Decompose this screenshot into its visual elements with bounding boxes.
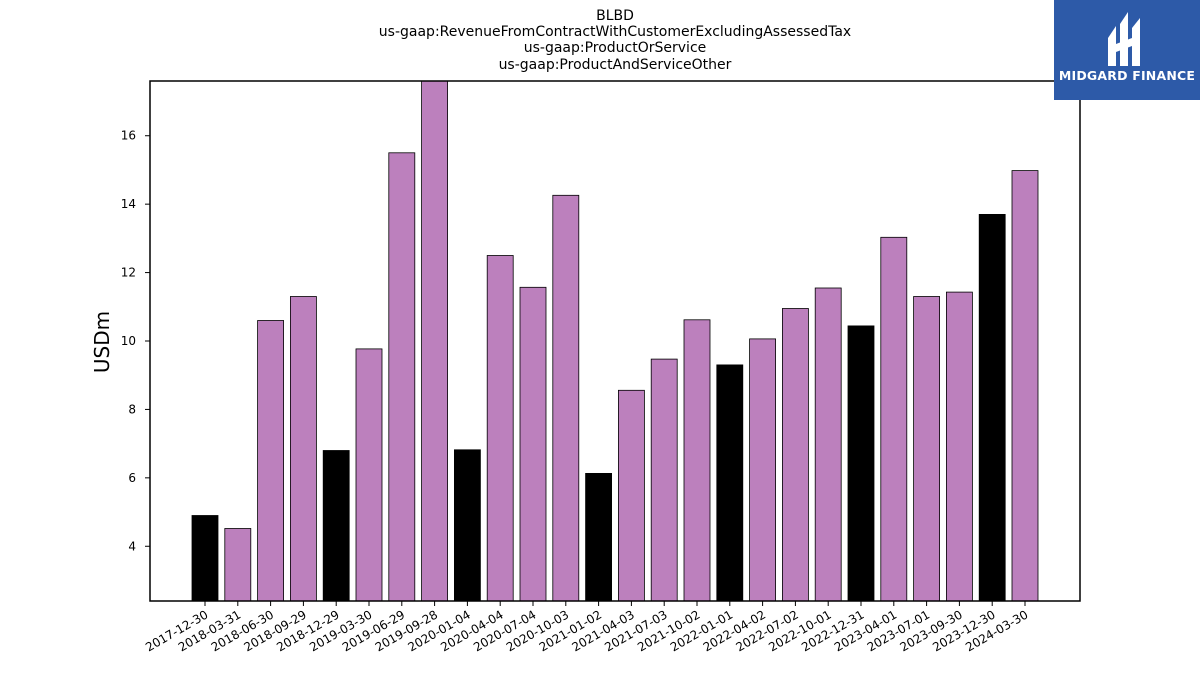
chart-title-line-2: us-gaap:RevenueFromContractWithCustomerE… xyxy=(379,24,851,40)
bar-2023-04-01 xyxy=(880,236,908,602)
y-tick-label: 16 xyxy=(121,129,136,143)
y-tick-label: 14 xyxy=(121,197,136,211)
bar-2022-10-01 xyxy=(814,287,842,602)
chart-title-line-4: us-gaap:ProductAndServiceOther xyxy=(499,57,732,73)
chart-title-line-1: BLBD xyxy=(596,8,634,24)
bar-2023-09-30 xyxy=(946,291,973,602)
bar-2020-01-04 xyxy=(453,449,481,602)
bar-2020-10-03 xyxy=(552,194,580,602)
bar-2019-09-28 xyxy=(421,80,449,602)
chart-title-line-3: us-gaap:ProductOrService xyxy=(524,40,707,56)
bar-2021-01-02 xyxy=(585,472,612,602)
y-axis-label: USDm xyxy=(90,311,114,373)
bar-2019-06-29 xyxy=(388,152,416,602)
chart-title: BLBD us-gaap:RevenueFromContractWithCust… xyxy=(379,8,851,73)
y-tick-label: 6 xyxy=(128,471,136,485)
midgard-finance-logo: MIDGARD FINANCE xyxy=(1054,0,1200,100)
bar-2022-04-02 xyxy=(749,338,776,602)
plot-frame xyxy=(149,80,1081,602)
logo-text: MIDGARD FINANCE xyxy=(1058,68,1196,83)
bar-2020-07-04 xyxy=(519,286,547,602)
bar-2021-10-02 xyxy=(683,319,711,602)
y-axis-ticks: 4 6 8 10 12 14 16 xyxy=(121,129,150,553)
bar-2022-12-31 xyxy=(847,325,875,602)
x-axis-ticks: 2017-12-302018-03-312018-06-302018-09-29… xyxy=(143,601,1031,654)
bar-2024-03-30 xyxy=(1011,170,1039,602)
bar-2023-07-01 xyxy=(913,296,940,602)
bar-2021-07-03 xyxy=(650,358,678,602)
y-tick-label: 4 xyxy=(128,539,136,553)
y-tick-label: 12 xyxy=(121,266,136,280)
bar-2018-06-30 xyxy=(257,320,285,602)
bar-2018-09-29 xyxy=(289,296,317,602)
bar-2022-01-01 xyxy=(716,364,744,602)
bar-2018-03-31 xyxy=(224,528,252,602)
bar-2018-12-29 xyxy=(322,450,350,602)
midgard-logo-icon xyxy=(1108,12,1140,66)
bars-group xyxy=(191,80,1039,602)
bar-2021-04-03 xyxy=(618,389,645,602)
bar-2023-12-30 xyxy=(978,213,1006,602)
y-tick-label: 8 xyxy=(128,402,136,416)
bar-2019-03-30 xyxy=(355,348,383,602)
bar-2020-04-04 xyxy=(486,255,514,602)
bar-2017-12-30 xyxy=(191,515,219,602)
bar-2022-07-02 xyxy=(782,308,809,602)
y-tick-label: 10 xyxy=(121,334,136,348)
